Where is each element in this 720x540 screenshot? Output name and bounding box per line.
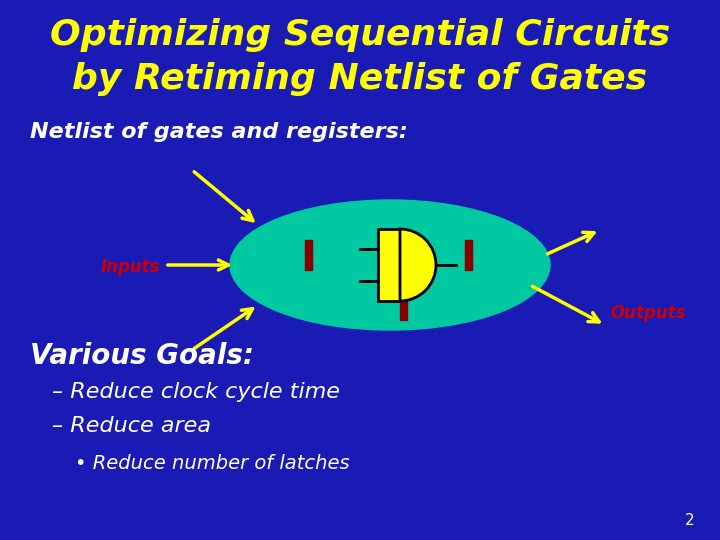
Text: Inputs: Inputs xyxy=(100,258,160,276)
Text: • Reduce number of latches: • Reduce number of latches xyxy=(75,454,350,473)
Text: Various Goals:: Various Goals: xyxy=(30,342,254,370)
Wedge shape xyxy=(400,229,436,301)
Text: Outputs: Outputs xyxy=(610,304,685,322)
Text: Optimizing Sequential Circuits: Optimizing Sequential Circuits xyxy=(50,18,670,52)
Bar xyxy=(305,240,312,270)
Bar xyxy=(465,240,472,270)
Text: – Reduce clock cycle time: – Reduce clock cycle time xyxy=(52,382,340,402)
Text: Netlist of gates and registers:: Netlist of gates and registers: xyxy=(30,122,408,142)
Text: – Reduce area: – Reduce area xyxy=(52,416,211,436)
Ellipse shape xyxy=(230,200,550,330)
Text: 2: 2 xyxy=(685,513,695,528)
Text: by Retiming Netlist of Gates: by Retiming Netlist of Gates xyxy=(73,62,647,96)
Bar xyxy=(400,290,407,320)
Bar xyxy=(378,229,400,301)
